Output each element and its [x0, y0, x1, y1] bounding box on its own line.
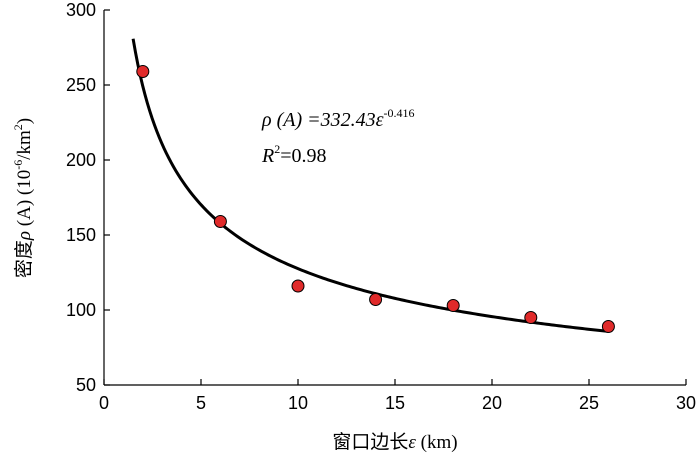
x-axis-title: 窗口边长ε (km): [332, 431, 457, 453]
fit-curve: [131, 38, 609, 333]
y-tick-label: 150: [66, 225, 96, 245]
x-tick-label: 30: [676, 393, 696, 413]
x-tick-label: 5: [196, 393, 206, 413]
data-point: [601, 320, 615, 333]
y-tick-label: 250: [66, 75, 96, 95]
y-tick-label: 100: [66, 300, 96, 320]
data-point: [136, 65, 150, 78]
data-point: [291, 279, 305, 293]
equation-text: ρ (A) =332.43ε-0.416: [261, 106, 415, 131]
y-tick-label: 50: [76, 375, 96, 395]
y-ticks: 50 100 150 200 250 300: [66, 0, 110, 395]
x-tick-label: 10: [288, 393, 308, 413]
x-ticks: 0 5 10 15 20 25 30: [99, 379, 696, 413]
x-tick-label: 15: [385, 393, 405, 413]
data-points: [136, 65, 615, 333]
data-point: [524, 311, 538, 324]
r-squared-text: R2=0.98: [261, 142, 327, 167]
y-tick-label: 300: [66, 0, 96, 20]
data-point: [369, 293, 383, 306]
y-axis-title: 密度ρ (A) (10-6/km2): [11, 118, 35, 278]
y-tick-label: 200: [66, 150, 96, 170]
x-tick-label: 0: [99, 393, 109, 413]
x-tick-label: 25: [579, 393, 599, 413]
data-point: [446, 299, 460, 312]
data-point: [213, 215, 227, 228]
x-tick-label: 20: [482, 393, 502, 413]
